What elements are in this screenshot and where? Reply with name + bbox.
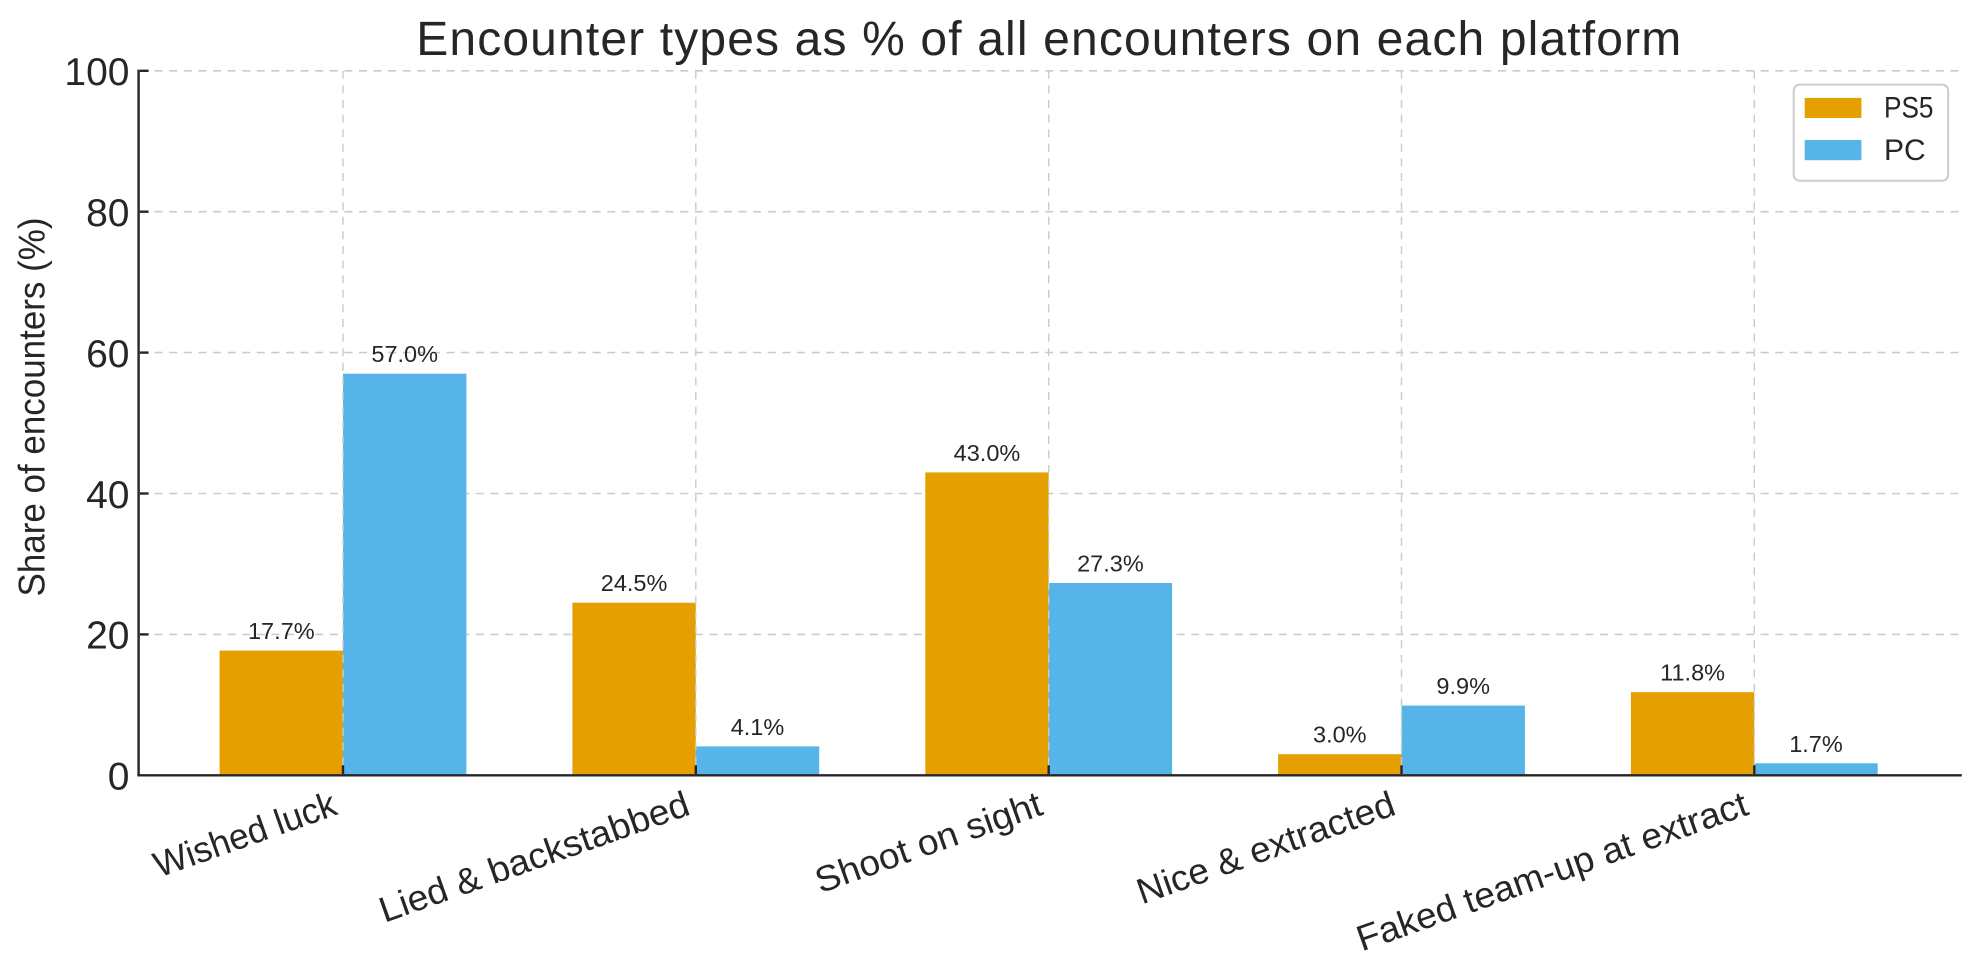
svg-text:0: 0 [108, 756, 130, 799]
svg-text:60: 60 [86, 333, 129, 376]
svg-text:9.9%: 9.9% [1436, 673, 1490, 699]
svg-text:43.0%: 43.0% [954, 440, 1021, 466]
svg-text:57.0%: 57.0% [371, 341, 438, 367]
svg-text:1.7%: 1.7% [1789, 731, 1843, 757]
svg-text:17.7%: 17.7% [248, 618, 315, 644]
svg-text:20: 20 [86, 615, 129, 658]
svg-text:24.5%: 24.5% [601, 570, 668, 596]
svg-text:Share of encounters (%): Share of encounters (%) [11, 218, 52, 597]
svg-text:11.8%: 11.8% [1660, 660, 1725, 686]
svg-text:PC: PC [1884, 134, 1926, 167]
svg-text:PS5: PS5 [1884, 92, 1934, 125]
svg-text:40: 40 [86, 474, 129, 517]
svg-text:3.0%: 3.0% [1313, 722, 1367, 748]
svg-text:80: 80 [86, 192, 129, 235]
svg-text:4.1%: 4.1% [731, 714, 785, 740]
svg-text:27.3%: 27.3% [1077, 551, 1144, 577]
svg-text:100: 100 [64, 51, 129, 94]
svg-text:Encounter types as % of all en: Encounter types as % of all encounters o… [416, 13, 1681, 66]
